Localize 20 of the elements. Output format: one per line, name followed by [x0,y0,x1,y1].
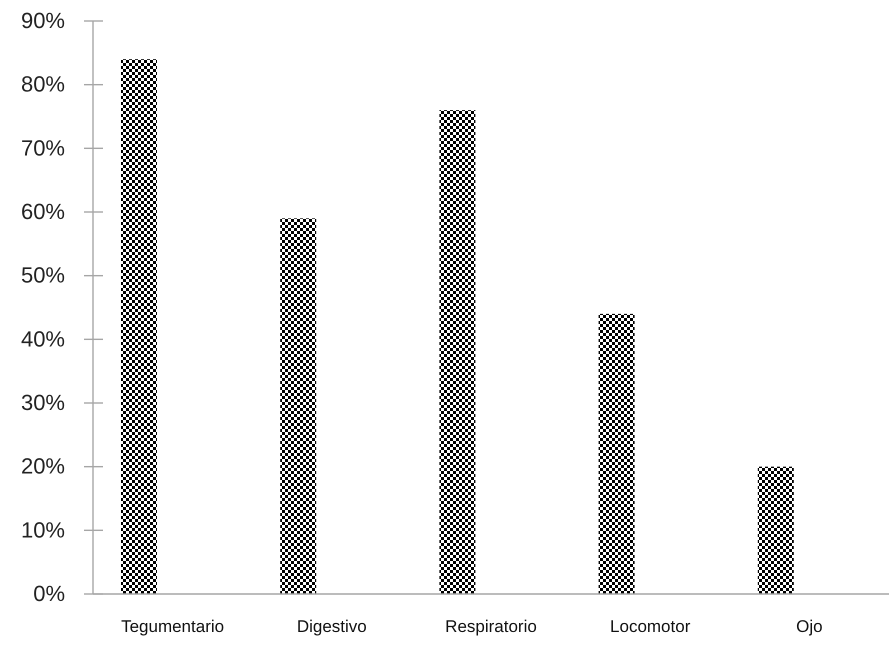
x-tick-label: Locomotor [610,617,691,636]
x-tick-label: Digestivo [296,617,367,636]
y-tick-label: 60% [20,199,65,224]
y-tick-label: 20% [20,454,65,479]
y-tick-label: 50% [20,262,65,288]
y-tick-label: 70% [20,135,65,160]
bar [121,59,157,594]
y-tick-label: 90% [20,8,65,34]
bar [758,466,794,594]
y-tick-label: 80% [20,72,65,97]
y-tick-label: 30% [20,390,65,416]
bar [439,110,476,594]
y-tick-label: 10% [20,517,65,542]
x-tick-label: Ojo [796,617,823,636]
x-tick-label: Tegumentario [121,617,224,636]
y-tick-label: 40% [20,326,65,352]
y-tick-label: 0% [33,581,65,606]
bar [598,314,635,594]
x-tick-label: Respiratorio [445,617,537,636]
bar [280,218,316,594]
